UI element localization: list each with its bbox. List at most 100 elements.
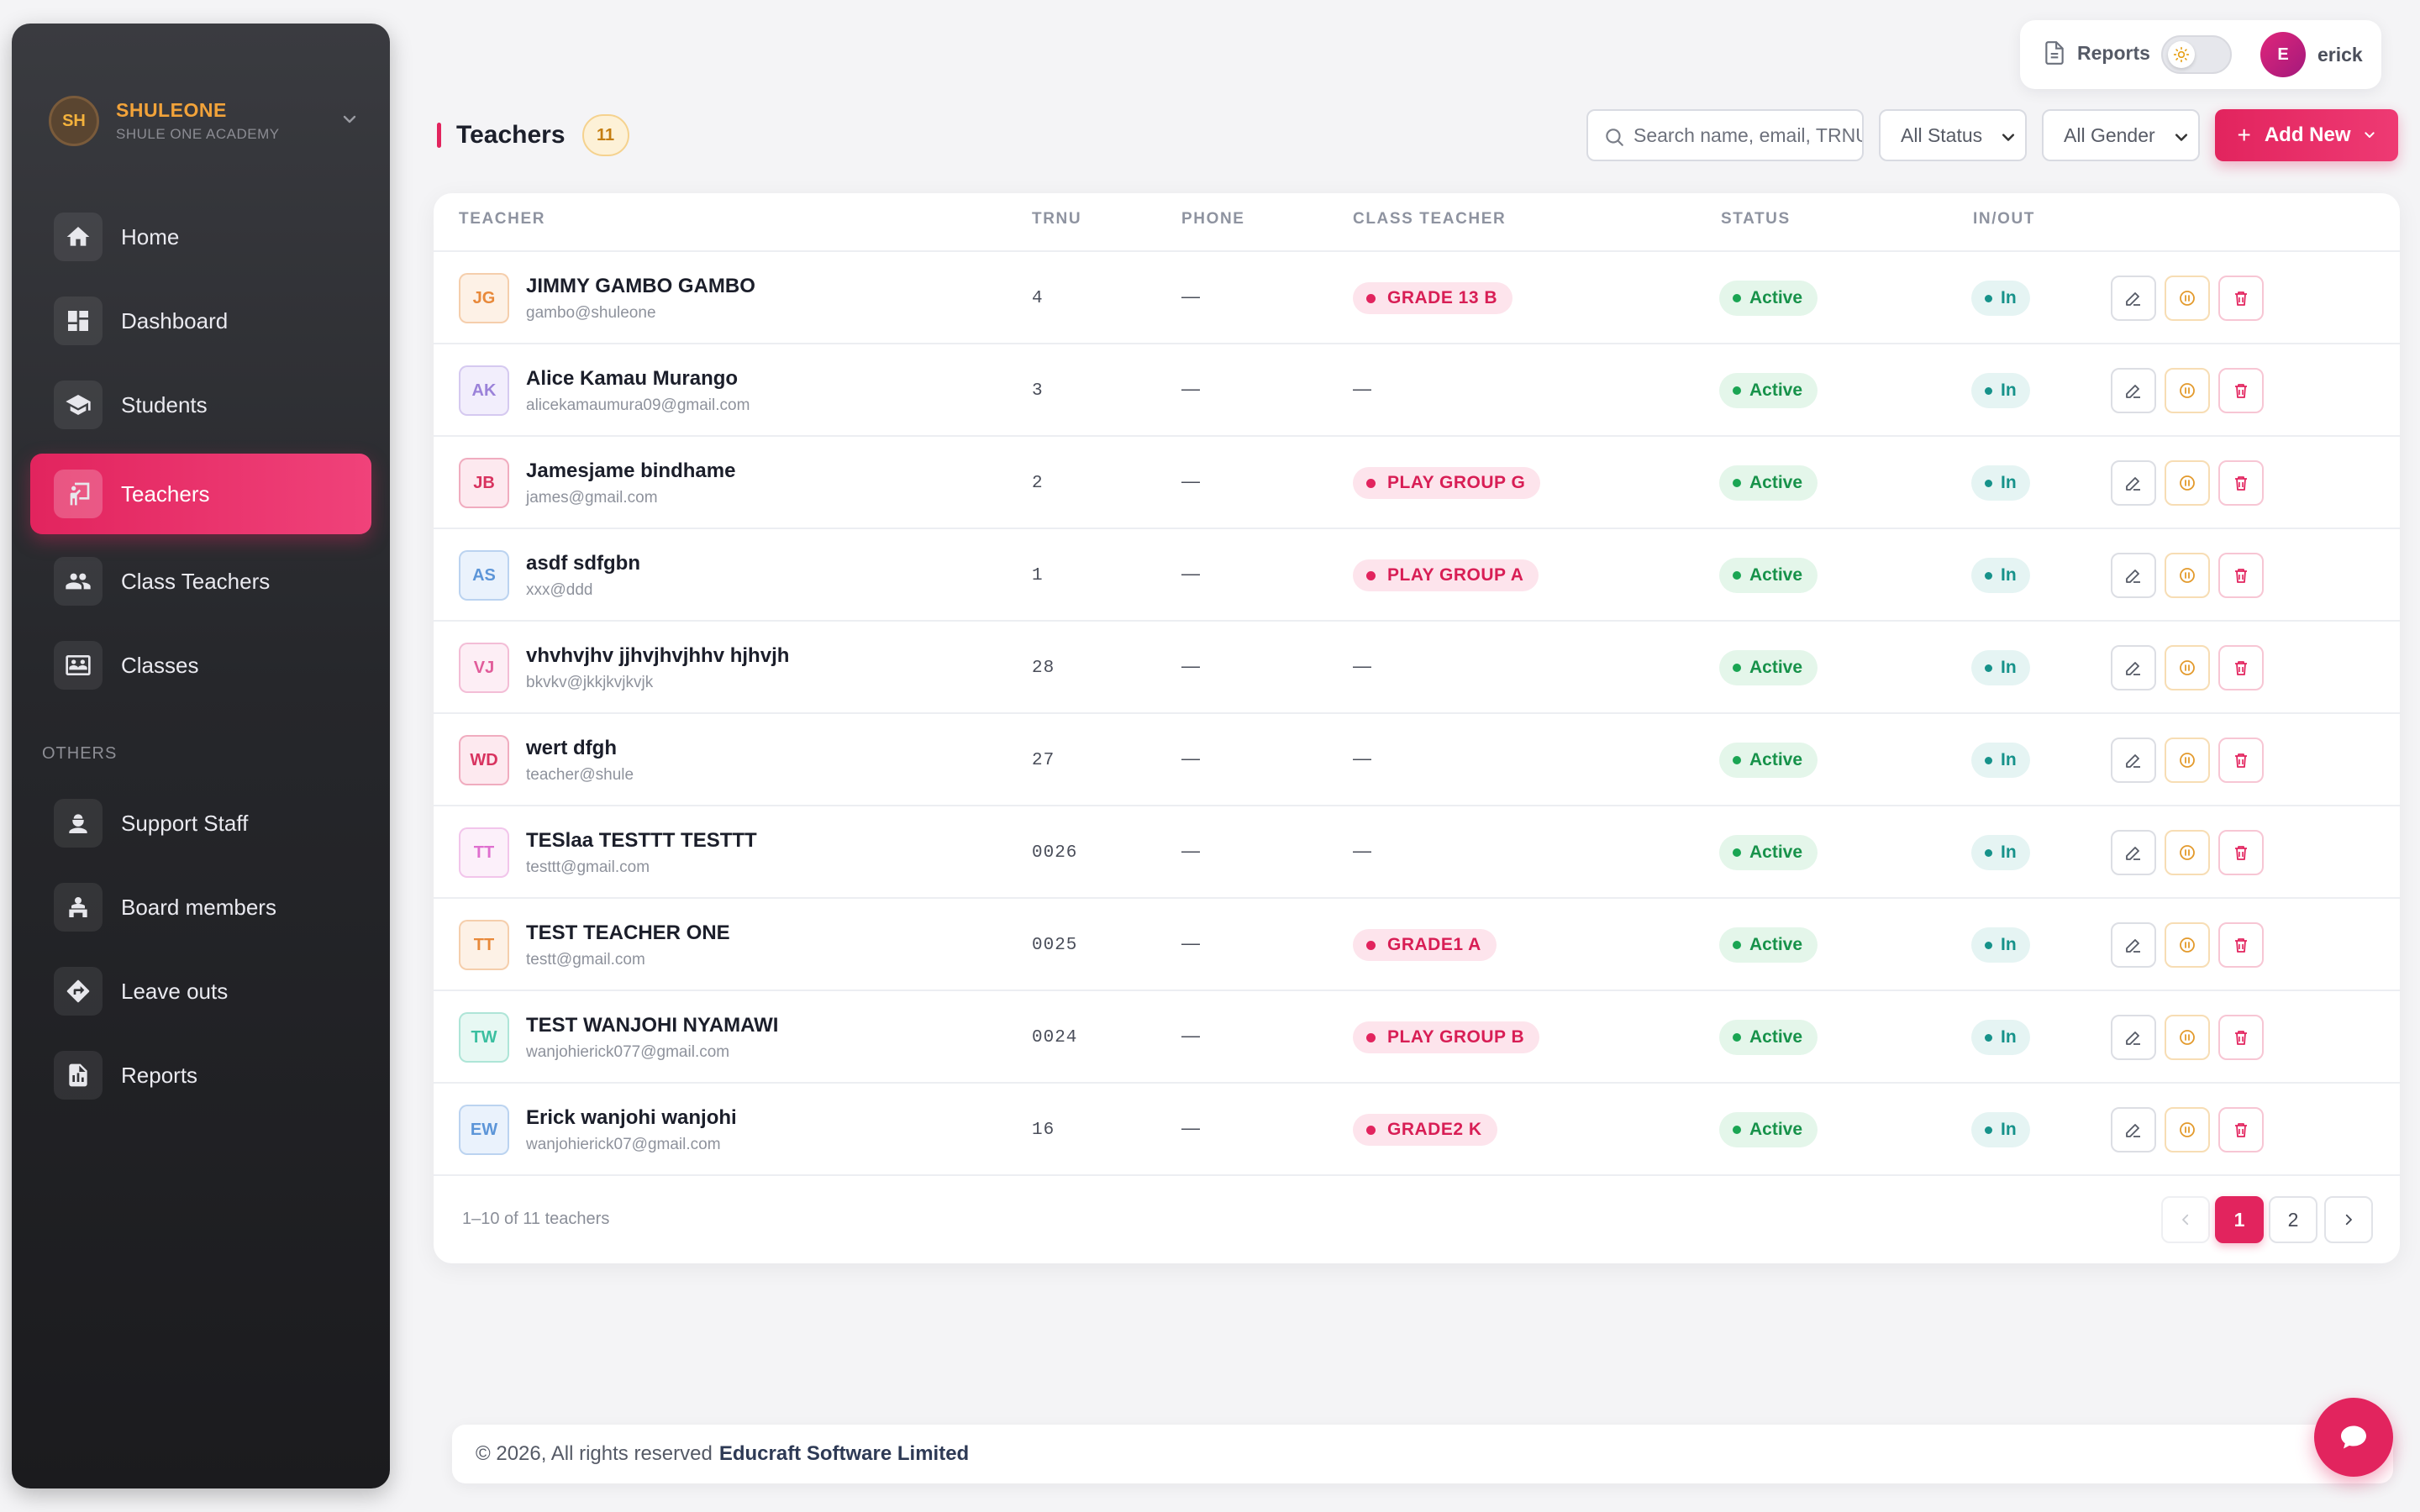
suspend-button[interactable] <box>2165 922 2210 968</box>
delete-button[interactable] <box>2218 738 2264 783</box>
pause-circle-icon <box>2180 383 2195 398</box>
sidebar-item-home[interactable]: Home <box>30 197 371 277</box>
sidebar-item-support-staff[interactable]: Support Staff <box>30 783 371 864</box>
chat-button[interactable] <box>2314 1398 2393 1477</box>
sidebar-item-class-teachers[interactable]: Class Teachers <box>30 541 371 622</box>
delete-button[interactable] <box>2218 276 2264 321</box>
school-avatar: SH <box>49 96 99 146</box>
sidebar-item-classes[interactable]: Classes <box>30 625 371 706</box>
edit-button[interactable] <box>2111 1107 2156 1152</box>
delete-button[interactable] <box>2218 1107 2264 1152</box>
teacher-name[interactable]: Alice Kamau Murango <box>526 367 739 390</box>
pause-circle-icon <box>2180 291 2195 306</box>
table-row[interactable]: VJ vhvhvjhv jjhvjhvjhhv hjhvjh bkvkv@jkkjk… <box>434 622 2400 714</box>
status-label: Active <box>1749 1027 1803 1047</box>
edit-button[interactable] <box>2111 738 2156 783</box>
delete-button[interactable] <box>2218 553 2264 598</box>
table-row[interactable]: WD wert dfgh teacher@shule 27 — — Active In <box>434 714 2400 806</box>
suspend-button[interactable] <box>2165 1107 2210 1152</box>
class-teacher-empty: — <box>1353 378 1371 399</box>
teacher-name[interactable]: TESlaa TESTTT TESTTT <box>526 829 757 852</box>
table-row[interactable]: TW TEST WANJOHI NYAMAWI wanjohierick077@gm… <box>434 991 2400 1084</box>
sidebar-item-reports[interactable]: Reports <box>30 1035 371 1116</box>
status-filter-select[interactable]: All Status <box>1879 109 2027 161</box>
teacher-name[interactable]: asdf sdfgbn <box>526 552 640 575</box>
suspend-button[interactable] <box>2165 368 2210 413</box>
teacher-phone: — <box>1181 840 1200 861</box>
user-name[interactable]: erick <box>2317 44 2363 66</box>
delete-button[interactable] <box>2218 368 2264 413</box>
search-input[interactable] <box>1634 123 1862 147</box>
teacher-phone: — <box>1181 655 1200 676</box>
search-field[interactable] <box>1586 109 1864 161</box>
pause-circle-icon <box>2180 1030 2195 1045</box>
gender-filter-select[interactable]: All Gender <box>2042 109 2200 161</box>
delete-button[interactable] <box>2218 830 2264 875</box>
delete-button[interactable] <box>2218 922 2264 968</box>
table-row[interactable]: AK Alice Kamau Murango alicekamaumura09@gm… <box>434 344 2400 437</box>
class-dot <box>1366 293 1376 303</box>
user-avatar[interactable]: E <box>2260 32 2306 77</box>
teacher-name[interactable]: vhvhvjhv jjhvjhvjhhv hjhvjh <box>526 644 790 667</box>
class-dot <box>1366 1125 1376 1135</box>
table-row[interactable]: JB Jamesjame bindhame james@gmail.com 2 — PLA… <box>434 437 2400 529</box>
teacher-phone: — <box>1181 1117 1200 1138</box>
trash-icon <box>2235 1123 2247 1137</box>
table-row[interactable]: TT TEST TEACHER ONE testt@gmail.com 0025 — GR… <box>434 899 2400 991</box>
in-out-label: In <box>2001 658 2017 677</box>
sidebar-item-teachers[interactable]: Teachers <box>30 454 371 534</box>
suspend-button[interactable] <box>2165 460 2210 506</box>
table-row[interactable]: JG JIMMY GAMBO GAMBO gambo@shuleone 4 — GRADE… <box>434 252 2400 344</box>
page-footer: © 2026, All rights reserved Educraft Sof… <box>452 1425 2393 1483</box>
edit-button[interactable] <box>2111 553 2156 598</box>
suspend-button[interactable] <box>2165 1015 2210 1060</box>
sidebar-item-students[interactable]: Students <box>30 365 371 445</box>
page-button-2[interactable]: 2 <box>2269 1196 2317 1243</box>
next-page-button[interactable] <box>2324 1196 2373 1243</box>
class-teacher-badge: PLAY GROUP B <box>1353 1021 1540 1053</box>
suspend-button[interactable] <box>2165 830 2210 875</box>
teacher-name[interactable]: TEST WANJOHI NYAMAWI <box>526 1014 779 1037</box>
delete-button[interactable] <box>2218 460 2264 506</box>
table-row[interactable]: TT TESlaa TESTTT TESTTT testtt@gmail.com 00… <box>434 806 2400 899</box>
page-button-1[interactable]: 1 <box>2215 1196 2264 1243</box>
teacher-name[interactable]: Erick wanjohi wanjohi <box>526 1106 737 1129</box>
edit-button[interactable] <box>2111 922 2156 968</box>
class-teacher-empty: — <box>1353 840 1371 861</box>
suspend-button[interactable] <box>2165 645 2210 690</box>
suspend-button[interactable] <box>2165 553 2210 598</box>
teacher-trnu: 2 <box>1032 474 1044 493</box>
theme-toggle[interactable] <box>2161 35 2232 74</box>
teacher-name[interactable]: JIMMY GAMBO GAMBO <box>526 275 755 297</box>
previous-page-button[interactable] <box>2161 1196 2210 1243</box>
edit-button[interactable] <box>2111 276 2156 321</box>
class-teacher-badge: GRADE2 K <box>1353 1114 1497 1146</box>
school-switcher[interactable]: SH SHULEONE SHULE ONE ACADEMY <box>39 89 363 153</box>
teacher-initials-avatar: JB <box>459 458 509 508</box>
edit-button[interactable] <box>2111 830 2156 875</box>
teacher-name[interactable]: TEST TEACHER ONE <box>526 921 730 944</box>
teacher-trnu: 1 <box>1032 566 1044 585</box>
teacher-name[interactable]: Jamesjame bindhame <box>526 459 736 482</box>
edit-button[interactable] <box>2111 368 2156 413</box>
add-new-button[interactable]: + Add New <box>2215 109 2398 161</box>
sidebar-item-dashboard[interactable]: Dashboard <box>30 281 371 361</box>
suspend-button[interactable] <box>2165 276 2210 321</box>
edit-button[interactable] <box>2111 460 2156 506</box>
edit-button[interactable] <box>2111 645 2156 690</box>
teacher-name[interactable]: wert dfgh <box>526 737 617 759</box>
sidebar-item-board-members[interactable]: Board members <box>30 867 371 948</box>
sidebar-item-leave-outs[interactable]: Leave outs <box>30 951 371 1032</box>
in-out-badge: In <box>1971 1112 2030 1147</box>
reports-link[interactable]: Reports <box>2044 40 2150 66</box>
delete-button[interactable] <box>2218 1015 2264 1060</box>
table-row[interactable]: EW Erick wanjohi wanjohi wanjohierick07@gm… <box>434 1084 2400 1176</box>
suspend-button[interactable] <box>2165 738 2210 783</box>
delete-button[interactable] <box>2218 645 2264 690</box>
table-row[interactable]: AS asdf sdfgbn xxx@ddd 1 — PLAY GROUP A Active… <box>434 529 2400 622</box>
status-badge: Active <box>1719 558 1818 593</box>
teacher-trnu: 27 <box>1032 751 1055 770</box>
status-badge: Active <box>1719 281 1818 316</box>
edit-button[interactable] <box>2111 1015 2156 1060</box>
status-badge: Active <box>1719 1020 1818 1055</box>
